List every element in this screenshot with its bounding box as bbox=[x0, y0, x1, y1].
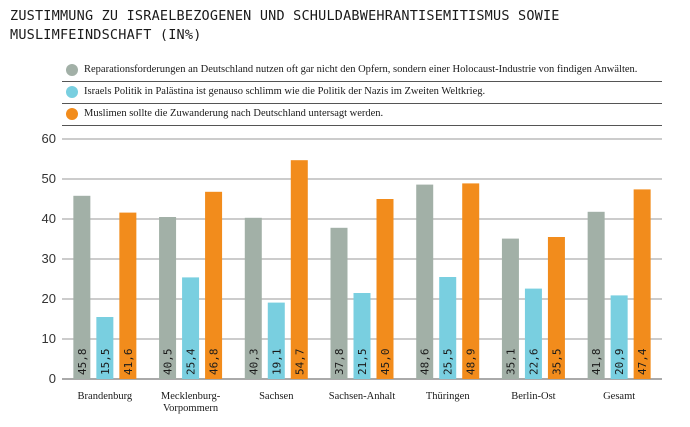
bar-2-2 bbox=[290, 160, 308, 379]
bar-4-2 bbox=[462, 183, 480, 379]
x-tick-label-6: Gesamt bbox=[603, 391, 635, 402]
value-label-6-0: 41,8 bbox=[590, 349, 603, 376]
value-label-4-1: 25,5 bbox=[442, 349, 455, 376]
chart-title: ZUSTIMMUNG ZU ISRAELBEZOGENEN UND SCHULD… bbox=[10, 8, 560, 43]
value-label-1-1: 25,4 bbox=[185, 348, 198, 375]
legend-label-israel-politics: Israels Politik in Palästina ist genauso… bbox=[84, 86, 486, 97]
legend-item-reparations: Reparationsforderungen an Deutschland nu… bbox=[62, 60, 662, 82]
y-tick-label-30: 30 bbox=[42, 251, 56, 266]
bar-3-0 bbox=[330, 227, 348, 379]
value-label-4-2: 48,9 bbox=[465, 349, 478, 376]
value-label-1-0: 40,5 bbox=[162, 349, 175, 376]
bar-4-1 bbox=[439, 277, 457, 379]
value-label-3-2: 45,0 bbox=[379, 349, 392, 376]
value-label-0-0: 45,8 bbox=[76, 349, 89, 376]
value-label-3-0: 37,8 bbox=[333, 349, 346, 376]
bar-5-0 bbox=[501, 238, 519, 379]
x-tick-label-3: Sachsen-Anhalt bbox=[329, 391, 396, 402]
legend-item-israel-politics: Israels Politik in Palästina ist genauso… bbox=[62, 82, 662, 104]
bar-5-1 bbox=[524, 288, 542, 379]
bar-2-0 bbox=[244, 217, 262, 379]
value-label-2-1: 19,1 bbox=[270, 349, 283, 376]
x-tick-label-2: Sachsen bbox=[259, 391, 294, 402]
bar-1-2 bbox=[205, 191, 223, 379]
value-label-4-0: 48,6 bbox=[419, 349, 432, 376]
legend-item-muslim-immigration: Muslimen sollte die Zuwanderung nach Deu… bbox=[62, 104, 662, 126]
legend-swatch-grey bbox=[66, 64, 78, 76]
value-label-0-1: 15,5 bbox=[99, 349, 112, 376]
y-tick-label-40: 40 bbox=[42, 211, 56, 226]
bar-3-2 bbox=[376, 199, 394, 379]
y-tick-label-60: 60 bbox=[42, 131, 56, 146]
x-tick-label-0: Brandenburg bbox=[78, 391, 133, 402]
value-label-6-1: 20,9 bbox=[613, 349, 626, 376]
legend-label-reparations: Reparationsforderungen an Deutschland nu… bbox=[84, 64, 638, 75]
value-label-2-2: 54,7 bbox=[293, 349, 306, 376]
bar-0-0 bbox=[73, 195, 91, 379]
bar-6-0 bbox=[587, 211, 605, 379]
value-label-0-2: 41,6 bbox=[122, 349, 135, 376]
bar-6-1 bbox=[610, 295, 628, 379]
legend: Reparationsforderungen an Deutschland nu… bbox=[62, 60, 662, 126]
bar-0-2 bbox=[119, 212, 137, 379]
legend-swatch-blue bbox=[66, 86, 78, 98]
value-label-5-1: 22,6 bbox=[527, 349, 540, 376]
bar-4-0 bbox=[416, 184, 434, 379]
x-tick-label-4: Thüringen bbox=[426, 391, 470, 402]
value-label-5-2: 35,5 bbox=[550, 349, 563, 376]
x-tick-label-5: Berlin-Ost bbox=[511, 391, 555, 402]
bar-0-1 bbox=[96, 317, 114, 379]
legend-swatch-orange bbox=[66, 108, 78, 120]
value-label-3-1: 21,5 bbox=[356, 349, 369, 376]
y-tick-label-20: 20 bbox=[42, 291, 56, 306]
bar-1-0 bbox=[159, 217, 177, 379]
y-tick-label-10: 10 bbox=[42, 331, 56, 346]
bar-3-1 bbox=[353, 293, 371, 379]
y-tick-label-50: 50 bbox=[42, 171, 56, 186]
x-tick-label-1: Mecklenburg-Vorpommern bbox=[161, 391, 221, 414]
bar-5-2 bbox=[547, 237, 565, 379]
legend-label-muslim-immigration: Muslimen sollte die Zuwanderung nach Deu… bbox=[84, 108, 384, 119]
value-label-2-0: 40,3 bbox=[247, 349, 260, 376]
value-label-6-2: 47,4 bbox=[636, 348, 649, 375]
y-tick-label-0: 0 bbox=[49, 371, 56, 386]
bar-1-1 bbox=[182, 277, 200, 379]
value-label-5-0: 35,1 bbox=[504, 349, 517, 376]
bar-2-1 bbox=[267, 302, 285, 379]
value-label-1-2: 46,8 bbox=[208, 349, 221, 376]
bar-6-2 bbox=[633, 189, 651, 379]
